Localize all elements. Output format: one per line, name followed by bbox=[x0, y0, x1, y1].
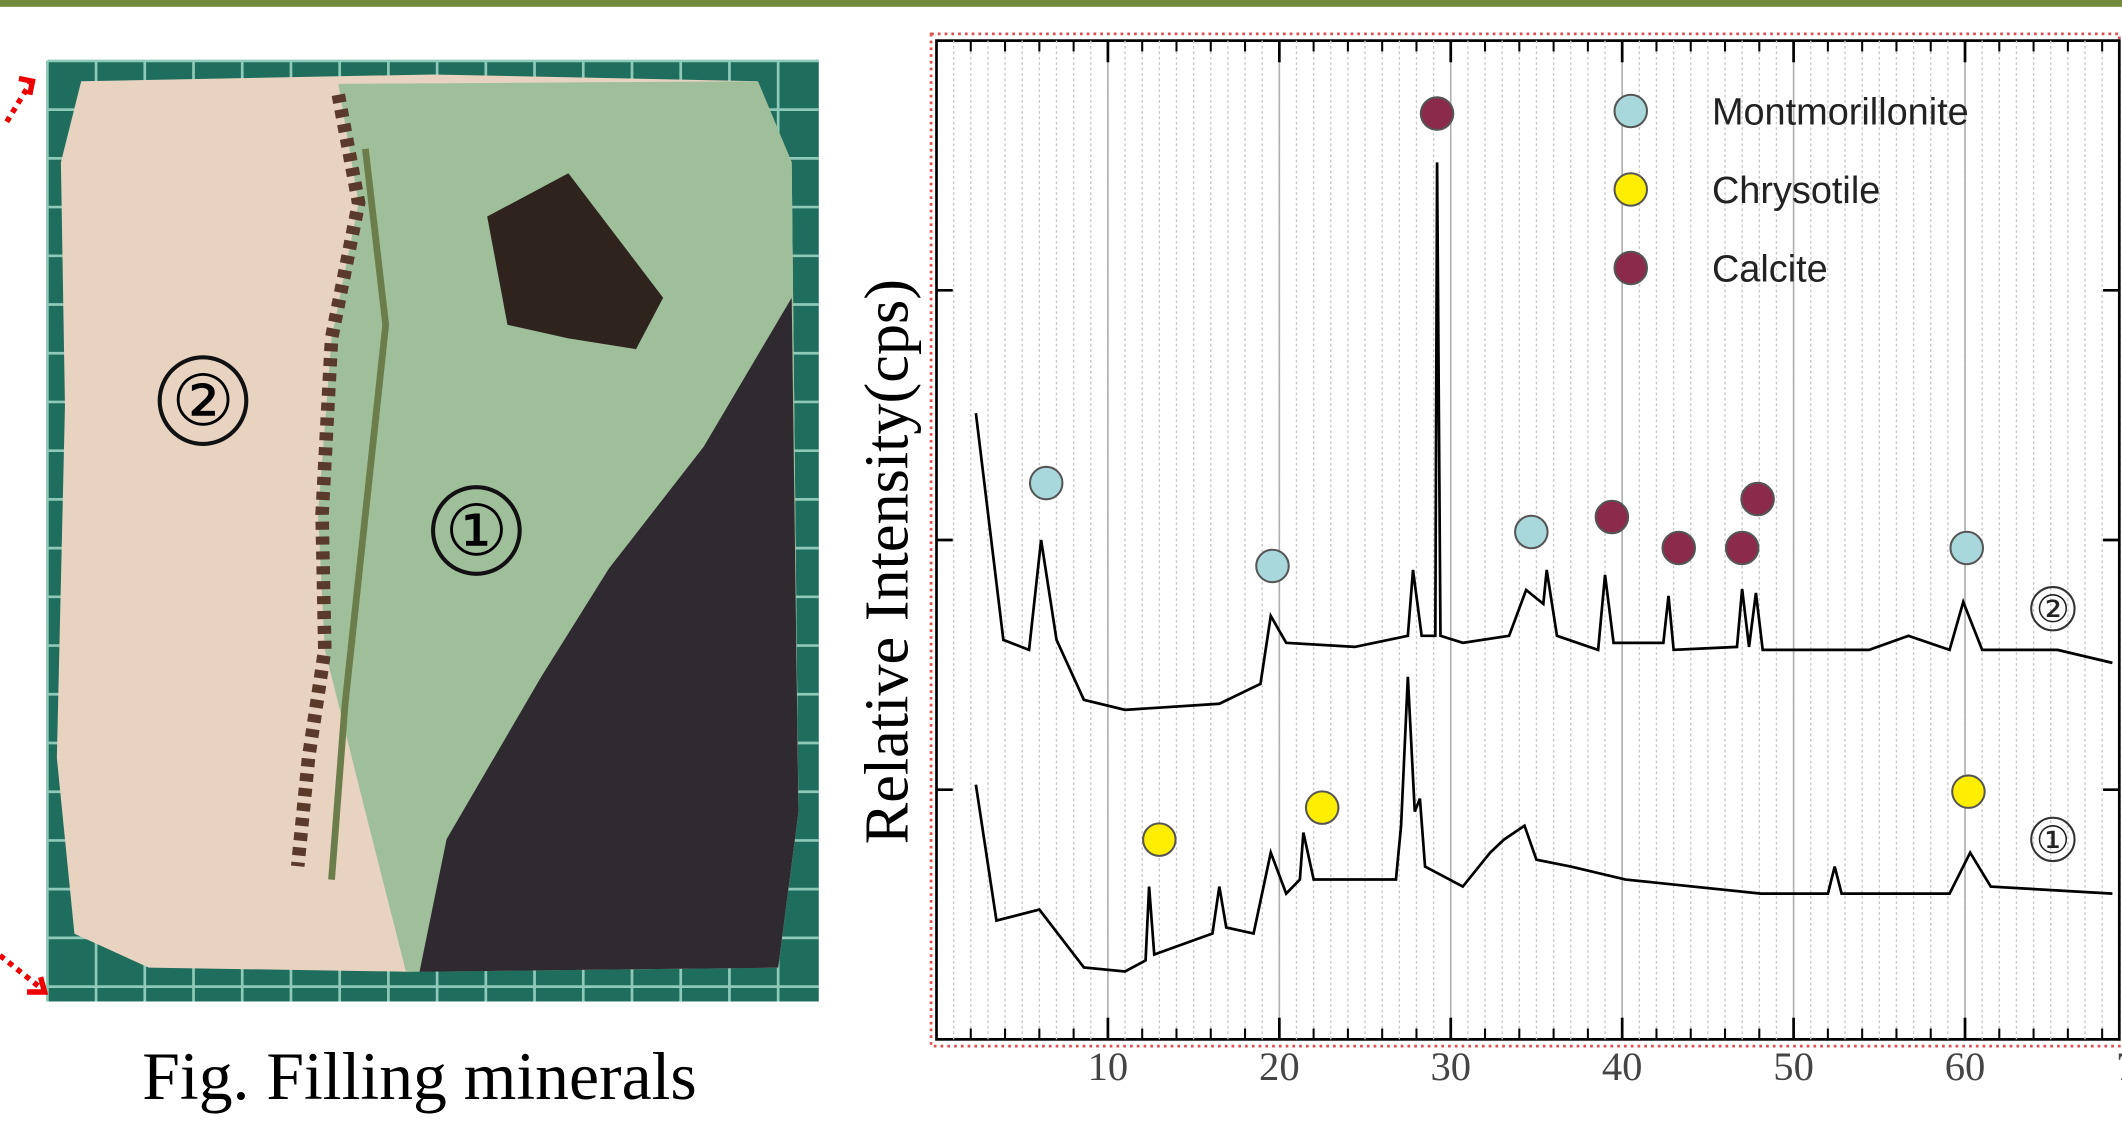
x-tick-label: 70 bbox=[2116, 1044, 2122, 1089]
trace-label: ① bbox=[2036, 820, 2070, 862]
legend-label: Calcite bbox=[1712, 249, 1828, 291]
slide: ② ① Fig. Filling minerals Relative Inten… bbox=[0, 0, 2122, 1126]
y-axis-label: Relative Intensity(cps) bbox=[853, 279, 921, 844]
peak-marker bbox=[1515, 516, 1547, 548]
trace-label: ② bbox=[2036, 589, 2070, 631]
peak-marker bbox=[1596, 501, 1628, 533]
peak-marker bbox=[1030, 467, 1062, 499]
page: {"photo": {"caption": "Fig. Filling mine… bbox=[0, 0, 2122, 1126]
arrow bbox=[0, 955, 41, 987]
x-tick-label: 30 bbox=[1430, 1044, 1471, 1089]
arrow bbox=[7, 84, 30, 122]
peak-marker bbox=[1306, 791, 1338, 823]
plot: 10 20 30 40 50 60 70 ② ① Montmorillonite Chrysotil… bbox=[936, 41, 2122, 1089]
top-bar bbox=[0, 0, 2122, 7]
x-tick-label: 50 bbox=[1773, 1044, 1814, 1089]
peak-marker bbox=[1256, 550, 1288, 582]
legend-label: Montmorillonite bbox=[1712, 92, 1969, 134]
x-tick-label: 40 bbox=[1602, 1044, 1643, 1089]
x-tick-label: 20 bbox=[1259, 1044, 1300, 1089]
peak-marker bbox=[1950, 532, 1982, 564]
legend-marker bbox=[1615, 252, 1647, 284]
photo: ② ① bbox=[47, 61, 818, 1002]
peak-marker bbox=[1421, 97, 1453, 129]
legend-label: Chrysotile bbox=[1712, 170, 1880, 212]
caption: Fig. Filling minerals bbox=[142, 1039, 696, 1114]
peak-marker bbox=[1663, 532, 1695, 564]
peak-marker bbox=[1741, 483, 1773, 515]
legend-marker bbox=[1615, 173, 1647, 205]
legend-marker bbox=[1615, 95, 1647, 127]
x-tick-label: 10 bbox=[1088, 1044, 1129, 1089]
photo-label: ① bbox=[445, 493, 508, 571]
x-tick-label: 60 bbox=[1945, 1044, 1986, 1089]
peak-marker bbox=[1952, 775, 1984, 807]
peak-marker bbox=[1726, 532, 1758, 564]
photo-label: ② bbox=[171, 363, 234, 441]
peak-marker bbox=[1143, 823, 1175, 855]
